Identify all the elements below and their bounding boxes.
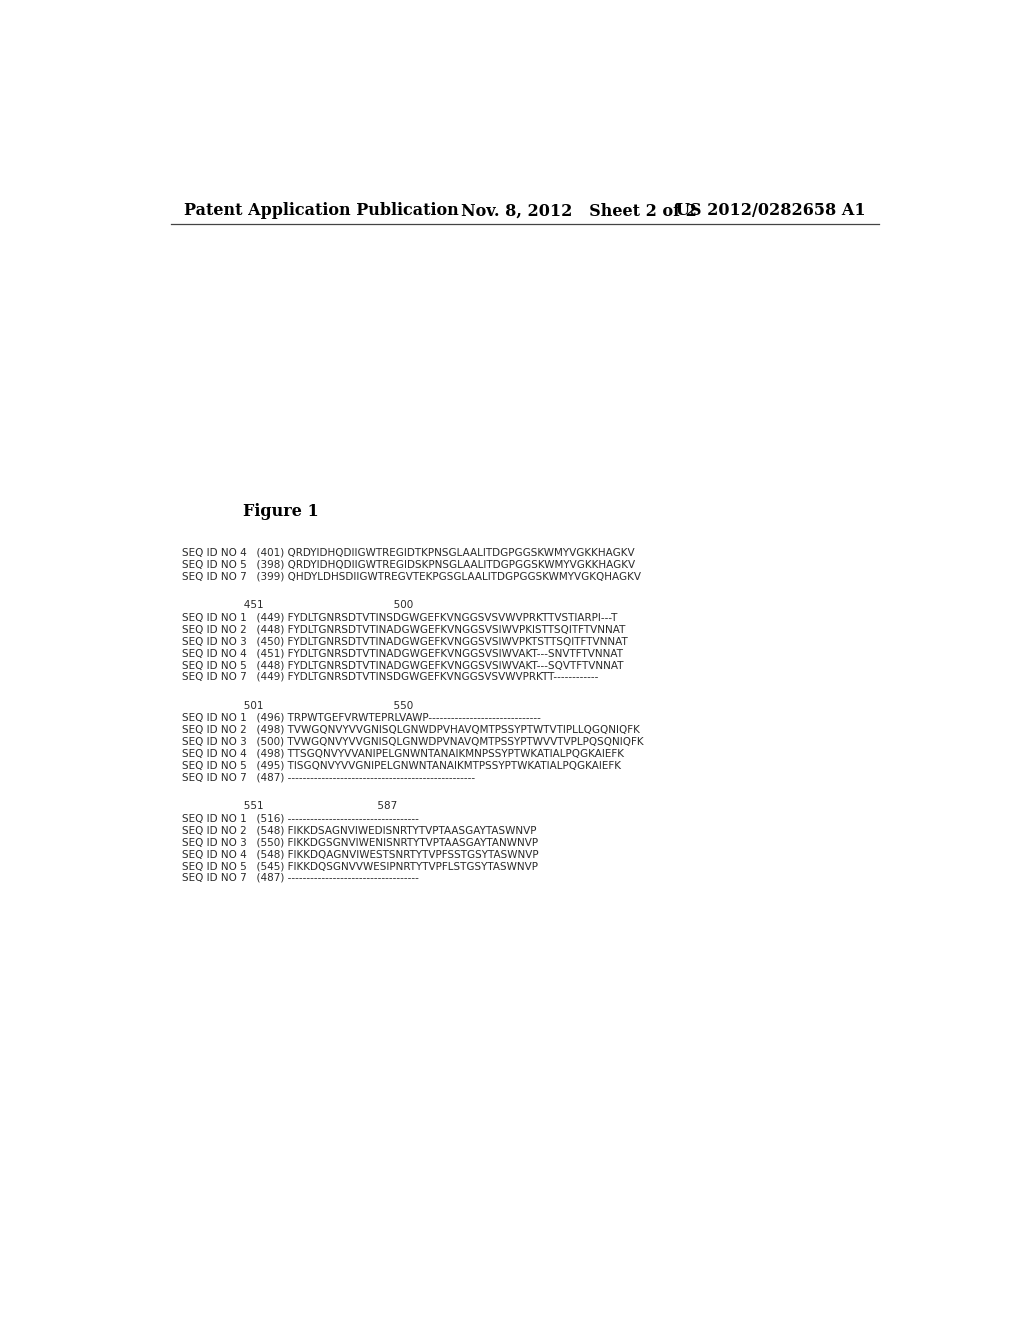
Text: SEQ ID NO 3   (550) FIKKDGSGNVIWENISNRTYTVPTAASGAYTANWNVP: SEQ ID NO 3 (550) FIKKDGSGNVIWENISNRTYTV…	[182, 837, 539, 847]
Text: SEQ ID NO 2   (548) FIKKDSAGNVIWEDISNRTYTVPTAASGAYTASWNVP: SEQ ID NO 2 (548) FIKKDSAGNVIWEDISNRTYTV…	[182, 825, 537, 836]
Text: SEQ ID NO 7   (487) -----------------------------------: SEQ ID NO 7 (487) ----------------------…	[182, 873, 419, 883]
Text: SEQ ID NO 3   (450) FYDLTGNRSDTVTINADGWGEFKVNGGSVSIWVPKTSTTSQITFTVNNAT: SEQ ID NO 3 (450) FYDLTGNRSDTVTINADGWGEF…	[182, 636, 628, 647]
Text: US 2012/0282658 A1: US 2012/0282658 A1	[676, 202, 866, 219]
Text: SEQ ID NO 1   (516) -----------------------------------: SEQ ID NO 1 (516) ----------------------…	[182, 813, 419, 824]
Text: SEQ ID NO 4   (498) TTSGQNVYVVANIPELGNWNTANAIKMNPSSYPTWKATIALPQGKAIEFK: SEQ ID NO 4 (498) TTSGQNVYVVANIPELGNWNTA…	[182, 748, 625, 759]
Text: Nov. 8, 2012   Sheet 2 of 2: Nov. 8, 2012 Sheet 2 of 2	[461, 202, 697, 219]
Text: SEQ ID NO 5   (398) QRDYIDHQDIIGWTREGIDSKPNSGLAALITDGPGGSKWMYVGKKHAGKV: SEQ ID NO 5 (398) QRDYIDHQDIIGWTREGIDSKP…	[182, 560, 635, 569]
Text: SEQ ID NO 7   (399) QHDYLDHSDIIGWTREGVTEKPGSGLAALITDGPGGSKWMYVGKQHAGKV: SEQ ID NO 7 (399) QHDYLDHSDIIGWTREGVTEKP…	[182, 572, 641, 582]
Text: SEQ ID NO 4   (401) QRDYIDHQDIIGWTREGIDTKPNSGLAALITDGPGGSKWMYVGKKHAGKV: SEQ ID NO 4 (401) QRDYIDHQDIIGWTREGIDTKP…	[182, 548, 635, 557]
Text: SEQ ID NO 7   (487) --------------------------------------------------: SEQ ID NO 7 (487) ----------------------…	[182, 772, 475, 783]
Text: SEQ ID NO 1   (449) FYDLTGNRSDTVTINSDGWGEFKVNGGSVSVWVPRKTTVSTIARPI---T: SEQ ID NO 1 (449) FYDLTGNRSDTVTINSDGWGEF…	[182, 612, 617, 622]
Text: 501                                        550: 501 550	[182, 701, 414, 711]
Text: SEQ ID NO 7   (449) FYDLTGNRSDTVTINSDGWGEFKVNGGSVSVWVPRKTT------------: SEQ ID NO 7 (449) FYDLTGNRSDTVTINSDGWGEF…	[182, 672, 599, 682]
Text: 451                                        500: 451 500	[182, 601, 414, 610]
Text: SEQ ID NO 3   (500) TVWGQNVYVVGNISQLGNWDPVNAVQMTPSSYPTWVVTVPLPQSQNIQFK: SEQ ID NO 3 (500) TVWGQNVYVVGNISQLGNWDPV…	[182, 737, 644, 747]
Text: SEQ ID NO 5   (448) FYDLTGNRSDTVTINADGWGEFKVNGGSVSIWVAKT---SQVTFTVNNAT: SEQ ID NO 5 (448) FYDLTGNRSDTVTINADGWGEF…	[182, 660, 624, 671]
Text: SEQ ID NO 5   (495) TISGQNVYVVGNIPELGNWNTANAIKMTPSSYPTWKATIALPQGKAIEFK: SEQ ID NO 5 (495) TISGQNVYVVGNIPELGNWNTA…	[182, 760, 622, 771]
Text: SEQ ID NO 2   (448) FYDLTGNRSDTVTINADGWGEFKVNGGSVSIWVPKISTTSQITFTVNNAT: SEQ ID NO 2 (448) FYDLTGNRSDTVTINADGWGEF…	[182, 624, 626, 634]
Text: SEQ ID NO 2   (498) TVWGQNVYVVGNISQLGNWDPVHAVQMTPSSYPTWTVTIPLLQGQNIQFK: SEQ ID NO 2 (498) TVWGQNVYVVGNISQLGNWDPV…	[182, 725, 640, 735]
Text: SEQ ID NO 5   (545) FIKKDQSGNVVWESIPNRTYTVPFLSTGSYTASWNVP: SEQ ID NO 5 (545) FIKKDQSGNVVWESIPNRTYTV…	[182, 861, 539, 871]
Text: SEQ ID NO 4   (548) FIKKDQAGNVIWESTSNRTYTVPFSSTGSYTASWNVP: SEQ ID NO 4 (548) FIKKDQAGNVIWESTSNRTYTV…	[182, 849, 539, 859]
Text: Figure 1: Figure 1	[243, 503, 318, 520]
Text: SEQ ID NO 1   (496) TRPWTGEFVRWTEPRLVAWP------------------------------: SEQ ID NO 1 (496) TRPWTGEFVRWTEPRLVAWP--…	[182, 713, 541, 723]
Text: SEQ ID NO 4   (451) FYDLTGNRSDTVTINADGWGEFKVNGGSVSIWVAKT---SNVTFTVNNAT: SEQ ID NO 4 (451) FYDLTGNRSDTVTINADGWGEF…	[182, 648, 624, 659]
Text: Patent Application Publication: Patent Application Publication	[183, 202, 459, 219]
Text: 551                                   587: 551 587	[182, 801, 397, 812]
